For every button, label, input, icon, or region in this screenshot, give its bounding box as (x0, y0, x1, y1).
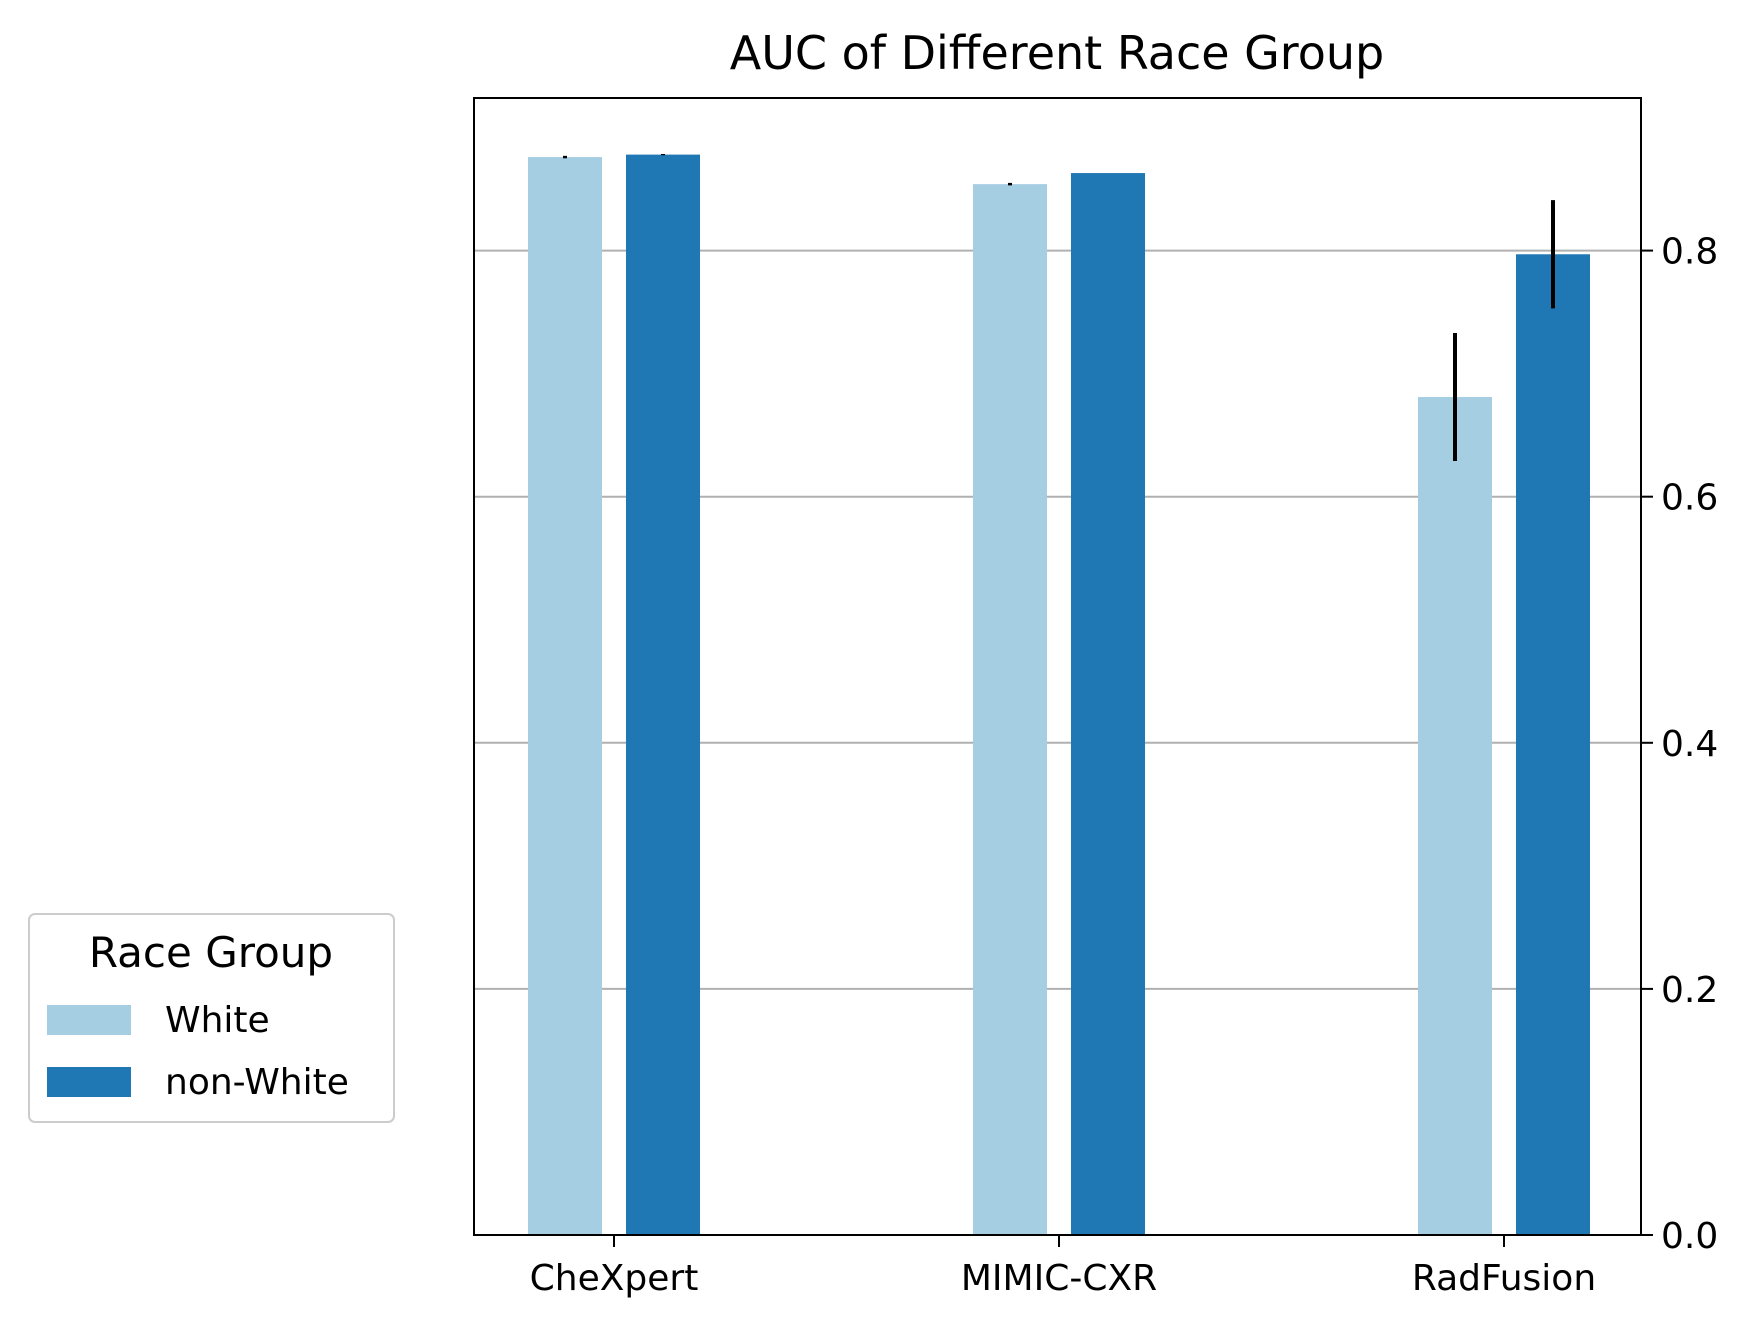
legend-title: Race Group (89, 928, 333, 977)
legend: Race Group White non-White (28, 913, 395, 1123)
bar-white-radfusion (1418, 397, 1492, 1235)
legend-label-non-white: non-White (165, 1062, 349, 1103)
y-tick-label-2: 0.4 (1661, 724, 1718, 765)
bar-white-mimic-cxr (973, 184, 1047, 1236)
legend-label-white: White (165, 1000, 270, 1041)
bar-non-white-radfusion (1516, 254, 1590, 1235)
x-tick-label-chexpert: CheXpert (530, 1258, 699, 1299)
plot-frame (473, 97, 1642, 1236)
y-tick-label-0: 0.0 (1661, 1216, 1718, 1257)
bar-white-chexpert (528, 157, 602, 1235)
y-tick-label-4: 0.8 (1661, 232, 1718, 273)
bar-non-white-chexpert (626, 154, 700, 1236)
y-tick-label-1: 0.2 (1661, 970, 1718, 1011)
legend-swatch-non-white (47, 1067, 131, 1097)
y-axis: 0.0 0.2 0.4 0.6 0.8 (1641, 232, 1718, 1257)
x-tick-label-mimic-cxr: MIMIC-CXR (961, 1258, 1157, 1299)
chart-title: AUC of Different Race Group (730, 26, 1384, 80)
legend-swatch-white (47, 1005, 131, 1035)
error-bars (563, 153, 1555, 462)
bars (528, 154, 1590, 1236)
x-axis: CheXpert MIMIC-CXR RadFusion (530, 1235, 1596, 1299)
y-tick-label-3: 0.6 (1661, 478, 1718, 519)
x-tick-label-radfusion: RadFusion (1412, 1258, 1596, 1299)
bar-non-white-mimic-cxr (1071, 173, 1145, 1236)
